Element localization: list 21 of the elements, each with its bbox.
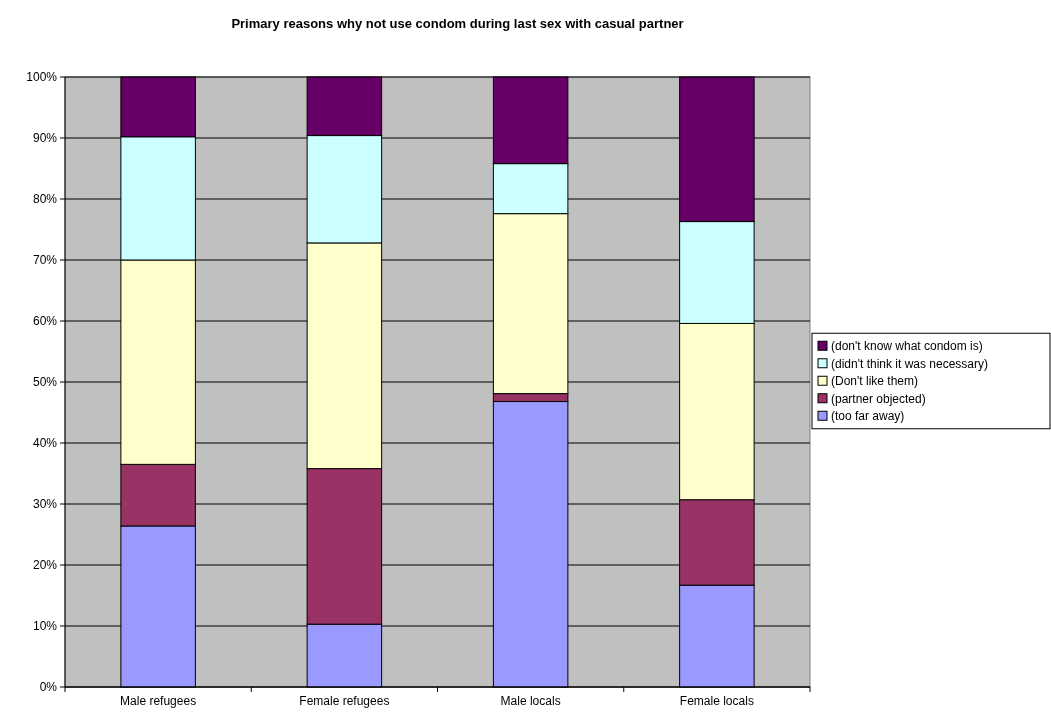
y-tick-label: 40% xyxy=(32,436,58,451)
x-tick-label: Male refugees xyxy=(120,694,197,708)
y-tick-label: 80% xyxy=(32,192,58,207)
y-tick-label: 70% xyxy=(32,253,58,268)
y-tick-label: 0% xyxy=(39,680,58,695)
legend-label: (didn't think it was necessary) xyxy=(831,356,989,371)
x-tick-label: Male locals xyxy=(500,694,561,708)
y-tick-label: 100% xyxy=(26,70,58,85)
y-tick-label: 90% xyxy=(32,131,58,146)
y-tick-label: 60% xyxy=(32,314,58,329)
x-tick-label: Female refugees xyxy=(299,694,390,708)
legend-label: (partner objected) xyxy=(831,391,926,406)
chart-title: Primary reasons why not use condom during last sex with casual partner xyxy=(231,16,684,31)
legend-label: (don't know what condom is) xyxy=(831,339,983,354)
y-tick-label: 10% xyxy=(32,619,58,634)
y-tick-label: 30% xyxy=(32,497,58,512)
legend-label: (Don't like them) xyxy=(831,374,918,389)
legend-label: (too far away) xyxy=(831,409,905,424)
y-tick-label: 20% xyxy=(32,558,58,573)
y-tick-label: 50% xyxy=(32,375,58,390)
x-tick-label: Female locals xyxy=(679,694,754,708)
